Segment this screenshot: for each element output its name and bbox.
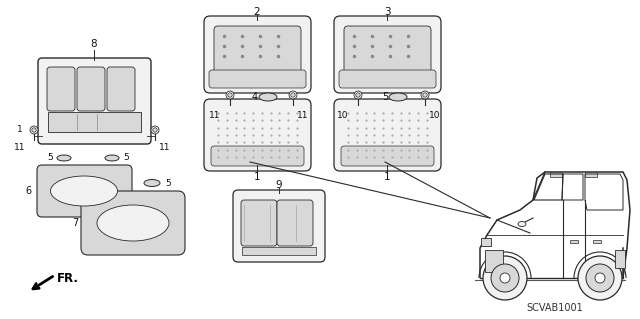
FancyBboxPatch shape bbox=[77, 67, 105, 111]
Ellipse shape bbox=[144, 180, 160, 187]
Circle shape bbox=[423, 93, 428, 97]
FancyBboxPatch shape bbox=[344, 26, 431, 77]
Ellipse shape bbox=[97, 205, 169, 241]
Text: 8: 8 bbox=[91, 39, 97, 49]
Circle shape bbox=[578, 256, 622, 300]
Ellipse shape bbox=[57, 155, 71, 161]
Ellipse shape bbox=[259, 93, 277, 101]
Circle shape bbox=[228, 93, 232, 97]
FancyBboxPatch shape bbox=[81, 191, 185, 255]
FancyBboxPatch shape bbox=[233, 190, 325, 262]
Text: FR.: FR. bbox=[57, 271, 79, 285]
FancyBboxPatch shape bbox=[334, 16, 441, 93]
Bar bbox=[570, 240, 578, 243]
Text: 5: 5 bbox=[47, 153, 53, 162]
FancyBboxPatch shape bbox=[214, 26, 301, 77]
Ellipse shape bbox=[105, 155, 119, 161]
FancyBboxPatch shape bbox=[341, 146, 434, 166]
FancyBboxPatch shape bbox=[38, 58, 151, 144]
Text: 11: 11 bbox=[297, 110, 308, 120]
Circle shape bbox=[289, 91, 297, 99]
Text: SCVAB1001: SCVAB1001 bbox=[527, 303, 584, 313]
Text: 5: 5 bbox=[382, 92, 388, 102]
Text: 5: 5 bbox=[123, 153, 129, 162]
Text: 1: 1 bbox=[253, 172, 260, 182]
Circle shape bbox=[32, 128, 36, 132]
Ellipse shape bbox=[51, 176, 118, 206]
FancyBboxPatch shape bbox=[107, 67, 135, 111]
Circle shape bbox=[421, 91, 429, 99]
Circle shape bbox=[153, 128, 157, 132]
Bar bbox=[485, 250, 503, 272]
Bar bbox=[242, 247, 316, 255]
Circle shape bbox=[291, 93, 295, 97]
Circle shape bbox=[595, 273, 605, 283]
Text: 3: 3 bbox=[384, 7, 390, 17]
Ellipse shape bbox=[518, 221, 526, 226]
Bar bbox=[593, 240, 601, 243]
FancyBboxPatch shape bbox=[37, 165, 132, 217]
Text: 11: 11 bbox=[209, 110, 221, 120]
Circle shape bbox=[151, 126, 159, 134]
Circle shape bbox=[226, 91, 234, 99]
FancyBboxPatch shape bbox=[211, 146, 304, 166]
Text: 1: 1 bbox=[384, 172, 390, 182]
Text: 6: 6 bbox=[26, 186, 32, 196]
Text: 7: 7 bbox=[72, 218, 78, 228]
Circle shape bbox=[483, 256, 527, 300]
Circle shape bbox=[491, 264, 519, 292]
Bar bbox=[481, 238, 491, 246]
Circle shape bbox=[356, 93, 360, 97]
FancyBboxPatch shape bbox=[209, 70, 306, 88]
Text: 11: 11 bbox=[159, 144, 171, 152]
Bar bbox=[48, 112, 141, 132]
Ellipse shape bbox=[389, 93, 407, 101]
Text: 5: 5 bbox=[165, 179, 171, 188]
FancyBboxPatch shape bbox=[277, 200, 313, 246]
Text: 1: 1 bbox=[17, 125, 23, 135]
FancyBboxPatch shape bbox=[204, 99, 311, 171]
FancyBboxPatch shape bbox=[241, 200, 277, 246]
Bar bbox=[550, 172, 562, 177]
Text: 9: 9 bbox=[276, 180, 282, 190]
Text: 10: 10 bbox=[429, 110, 441, 120]
Text: 2: 2 bbox=[253, 7, 260, 17]
Text: 11: 11 bbox=[14, 144, 26, 152]
Circle shape bbox=[586, 264, 614, 292]
FancyBboxPatch shape bbox=[204, 16, 311, 93]
Circle shape bbox=[30, 126, 38, 134]
Text: 10: 10 bbox=[337, 110, 349, 120]
Bar bbox=[585, 172, 597, 177]
FancyBboxPatch shape bbox=[334, 99, 441, 171]
Text: 4: 4 bbox=[252, 92, 258, 102]
Circle shape bbox=[500, 273, 510, 283]
FancyBboxPatch shape bbox=[47, 67, 75, 111]
Circle shape bbox=[354, 91, 362, 99]
Bar bbox=[615, 250, 625, 268]
FancyBboxPatch shape bbox=[339, 70, 436, 88]
